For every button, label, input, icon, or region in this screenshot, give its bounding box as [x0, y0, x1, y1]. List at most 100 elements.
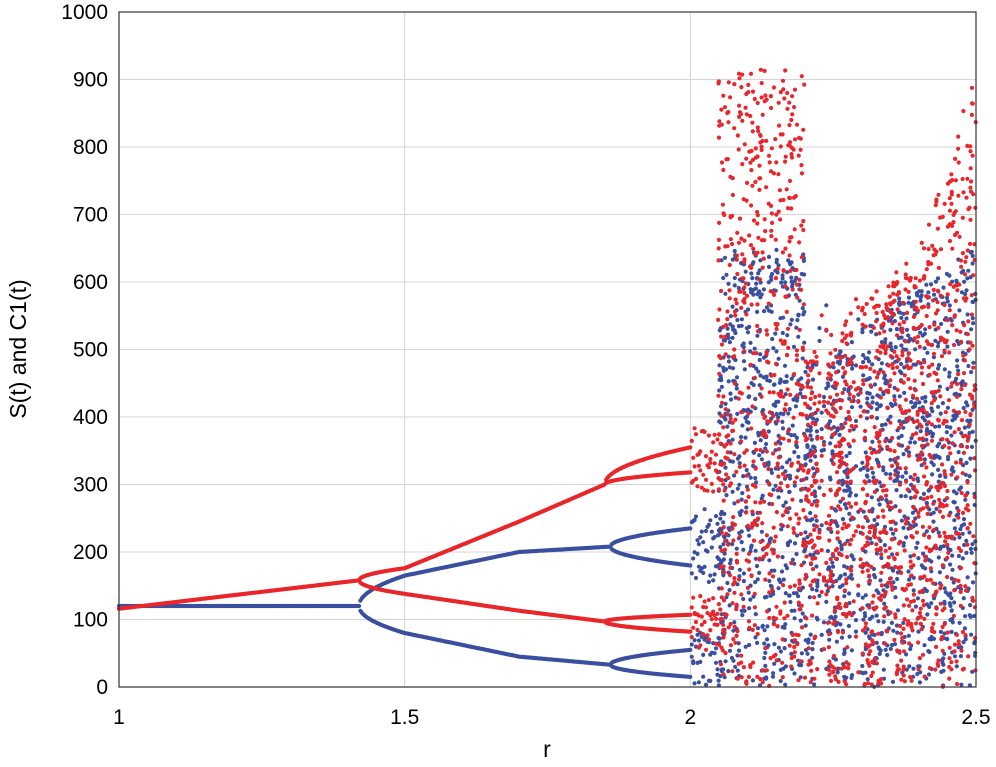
- red-data-point: [785, 326, 791, 331]
- red-data-point: [929, 261, 934, 266]
- blue-data-point: [893, 504, 898, 509]
- red-data-point: [793, 137, 798, 142]
- blue-data-point: [962, 522, 967, 527]
- blue-data-point: [761, 287, 767, 292]
- red-data-point: [810, 359, 816, 364]
- blue-data-point: [766, 264, 772, 269]
- red-data-point: [835, 536, 840, 541]
- blue-data-point: [952, 526, 958, 531]
- red-data-point: [940, 514, 946, 520]
- red-data-point: [922, 274, 927, 279]
- red-data-point: [862, 311, 867, 317]
- red-data-point: [895, 387, 900, 392]
- red-data-point: [725, 412, 730, 417]
- red-data-point: [762, 461, 767, 467]
- blue-data-point: [764, 374, 769, 379]
- blue-data-point: [716, 683, 722, 688]
- blue-data-point: [913, 522, 919, 527]
- red-data-point: [801, 508, 806, 513]
- blue-data-point: [727, 603, 732, 608]
- red-data-point: [844, 682, 849, 687]
- red-data-point: [947, 196, 952, 201]
- red-data-point: [728, 95, 733, 100]
- blue-data-point: [809, 437, 814, 442]
- red-data-point: [756, 516, 761, 521]
- blue-data-point: [722, 338, 728, 343]
- red-data-point: [698, 643, 703, 648]
- red-data-point: [760, 250, 765, 255]
- blue-data-point: [794, 444, 800, 450]
- red-data-point: [893, 472, 898, 477]
- blue-data-point: [699, 529, 704, 534]
- red-data-point: [732, 347, 737, 352]
- blue-data-point: [751, 382, 756, 388]
- blue-data-point: [789, 433, 794, 438]
- blue-data-point: [766, 643, 771, 648]
- red-data-point: [860, 487, 866, 492]
- blue-data-point: [716, 533, 721, 538]
- blue-data-point: [893, 402, 898, 407]
- red-data-point: [761, 412, 766, 417]
- red-data-point: [739, 592, 744, 597]
- red-data-point: [719, 595, 724, 600]
- blue-data-point: [969, 444, 975, 449]
- red-data-point: [775, 554, 781, 559]
- red-data-point: [922, 474, 927, 479]
- blue-data-point: [769, 309, 774, 314]
- blue-data-point: [696, 638, 702, 643]
- red-data-point: [945, 555, 950, 561]
- red-data-point: [885, 405, 890, 411]
- blue-data-point: [853, 363, 859, 368]
- blue-data-point: [860, 663, 865, 669]
- red-data-point: [860, 651, 865, 656]
- red-data-point: [819, 453, 824, 458]
- red-data-point: [925, 295, 930, 300]
- red-data-point: [916, 640, 921, 645]
- red-data-point: [829, 505, 834, 510]
- blue-data-point: [819, 632, 824, 638]
- blue-data-point: [944, 295, 950, 300]
- red-data-point: [805, 436, 810, 441]
- red-data-point: [794, 440, 799, 445]
- red-data-point: [691, 625, 696, 630]
- red-data-point: [728, 621, 733, 627]
- red-data-point: [785, 387, 790, 392]
- blue-data-point: [940, 660, 945, 665]
- red-data-point: [918, 621, 923, 627]
- red-data-point: [761, 428, 766, 433]
- blue-data-point: [944, 430, 949, 435]
- red-data-point: [780, 132, 785, 137]
- red-data-point: [938, 293, 943, 298]
- red-data-point: [740, 72, 745, 77]
- red-data-point: [739, 391, 744, 396]
- blue-data-point: [915, 596, 921, 601]
- blue-data-point: [708, 573, 713, 578]
- red-data-point: [767, 419, 772, 424]
- blue-data-point: [741, 579, 747, 584]
- red-data-point: [706, 637, 712, 642]
- blue-data-point: [779, 280, 784, 285]
- red-data-point: [726, 433, 731, 438]
- red-data-point: [751, 351, 756, 356]
- blue-data-point: [814, 417, 820, 422]
- blue-data-point: [754, 366, 759, 371]
- blue-data-point: [961, 405, 966, 411]
- blue-data-point: [758, 258, 763, 263]
- red-data-point: [890, 587, 895, 592]
- blue-data-point: [863, 549, 868, 554]
- red-data-point: [910, 628, 915, 633]
- red-data-point: [836, 679, 841, 685]
- red-data-point: [778, 481, 784, 486]
- blue-data-point: [970, 261, 975, 266]
- blue-data-point: [949, 318, 954, 323]
- red-data-point: [744, 312, 749, 317]
- red-data-point: [732, 576, 737, 581]
- blue-data-point: [356, 603, 362, 609]
- blue-data-point: [730, 304, 735, 309]
- blue-data-point: [965, 312, 970, 317]
- red-data-point: [833, 666, 838, 671]
- blue-data-point: [799, 376, 804, 381]
- red-data-point: [760, 265, 765, 270]
- red-data-point: [902, 679, 907, 684]
- red-data-point: [860, 525, 866, 530]
